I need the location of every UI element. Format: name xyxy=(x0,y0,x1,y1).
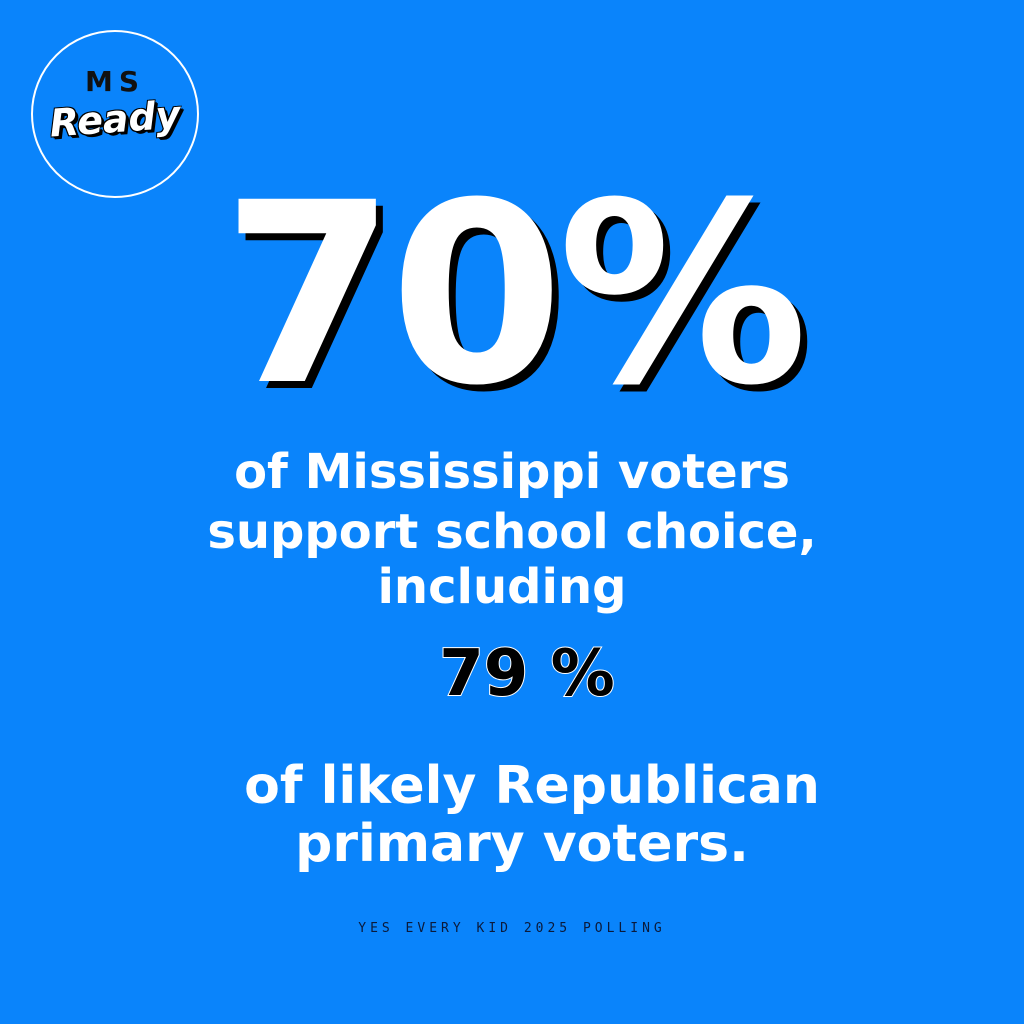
secondary-stat: 79 % xyxy=(438,637,615,711)
subgroup-line-1: of likely Republican xyxy=(244,756,820,816)
statement-line-2: support school choice, xyxy=(207,504,817,560)
ms-ready-logo: MS Ready xyxy=(31,30,199,198)
logo-ready-text: Ready xyxy=(48,92,182,146)
statement-line-1: of Mississippi voters xyxy=(234,444,790,500)
subgroup-line-2: primary voters. xyxy=(295,814,749,874)
statement-line-3: including xyxy=(377,559,627,615)
source-caption: YES EVERY KID 2025 POLLING xyxy=(358,921,666,936)
logo-ms-text: MS xyxy=(84,65,146,98)
headline-stat: 70% xyxy=(221,149,808,440)
